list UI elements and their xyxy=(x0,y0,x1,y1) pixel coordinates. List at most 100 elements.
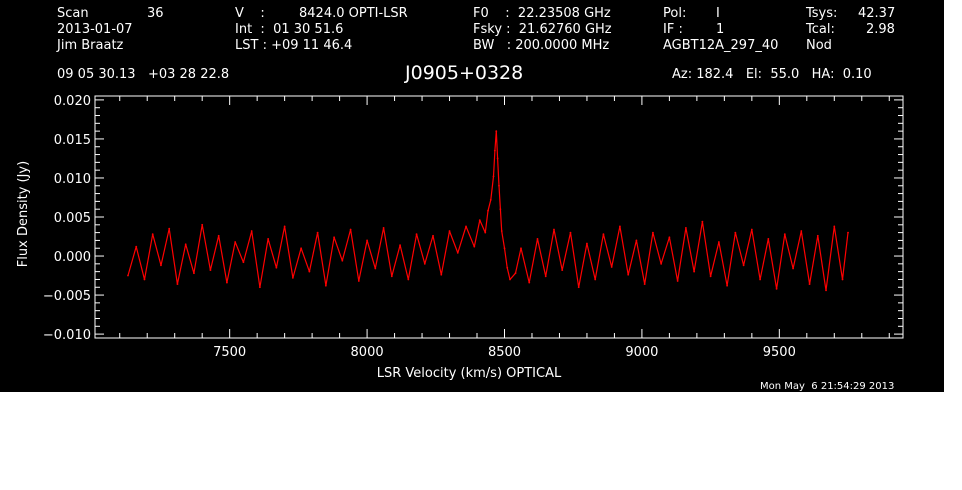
spectrum-point xyxy=(316,231,319,234)
spectrum-point xyxy=(594,278,597,281)
y-tick-label: 0.010 xyxy=(54,172,91,187)
spectrum-point xyxy=(423,262,426,265)
spectrum-point xyxy=(668,236,671,239)
spectrum-point xyxy=(456,252,459,254)
polarization-label: Pol: xyxy=(663,6,687,21)
spectrum-point xyxy=(499,208,502,211)
lst-readout: LST : +09 11 46.4 xyxy=(235,38,353,53)
spectrum-point xyxy=(792,267,794,270)
spectrum-point xyxy=(619,225,621,228)
spectrum-point xyxy=(652,231,654,234)
x-tick-label: 8500 xyxy=(488,345,521,360)
spectrum-point xyxy=(300,247,303,250)
spectrum-point xyxy=(643,283,646,286)
spectrum-point xyxy=(493,149,496,152)
spectrum-point xyxy=(734,231,737,234)
spectrum-point xyxy=(291,276,294,279)
tsys-value: 42.37 xyxy=(858,6,896,21)
spectrum-point xyxy=(184,243,187,246)
spectrum-point xyxy=(610,266,613,268)
spectrum-point xyxy=(847,231,849,234)
polarization-value: I xyxy=(716,6,720,21)
spectrum-point xyxy=(492,175,495,178)
bandwidth: BW : 200.0000 MHz xyxy=(473,38,610,53)
spectrum-point xyxy=(528,281,531,284)
spectrum-point xyxy=(258,286,261,289)
spectrum-point xyxy=(759,278,761,281)
spectrum-point xyxy=(602,233,605,236)
spectrum-point xyxy=(833,225,836,228)
spectrum-point xyxy=(478,219,481,222)
spectrum-point xyxy=(514,272,517,275)
spectrum-point xyxy=(561,269,564,271)
source-coordinates: 09 05 30.13 +03 28 22.8 xyxy=(57,67,230,82)
spectrum-point xyxy=(825,289,827,292)
y-axis-label: Flux Density (Jy) xyxy=(16,161,31,267)
y-tick-label: 0.005 xyxy=(54,211,91,226)
spectrum-point xyxy=(816,234,819,237)
spectrum-point xyxy=(250,230,253,232)
spectrum-point xyxy=(506,266,509,269)
x-tick-label: 9500 xyxy=(763,345,796,360)
spectrum-point xyxy=(693,270,696,273)
spectrum-point xyxy=(544,275,547,278)
y-tick-label: 0.020 xyxy=(54,94,91,109)
spectrum-point xyxy=(176,283,179,286)
y-tick-label: 0.015 xyxy=(54,133,91,148)
plot-frame xyxy=(94,95,904,339)
spectrum-point xyxy=(341,259,344,262)
spectrum-point xyxy=(160,264,162,267)
y-tick-label: −0.010 xyxy=(43,328,91,343)
spectrum-point xyxy=(234,241,237,243)
rest-frequency: F0 : 22.23508 GHz xyxy=(473,6,611,21)
spectrum-point xyxy=(135,245,138,248)
spectrum-point xyxy=(750,228,753,231)
x-tick-label: 7500 xyxy=(213,345,246,360)
spectrum-point xyxy=(509,278,511,281)
spectrum-point xyxy=(800,230,803,232)
project-id: AGBT12A_297_40 xyxy=(663,38,779,53)
spectrum-point xyxy=(484,231,487,234)
spectrum-point xyxy=(627,273,630,276)
x-tick-label: 9000 xyxy=(625,345,658,360)
spectrum-point xyxy=(440,273,443,276)
observer-name: Jim Braatz xyxy=(57,38,124,53)
source-name: J0905+0328 xyxy=(405,62,524,84)
spectrum-point xyxy=(742,264,745,267)
spectrum-point xyxy=(569,231,572,234)
plot-timestamp: Mon May 6 21:54:29 2013 xyxy=(760,381,895,392)
spectrum-point xyxy=(489,198,492,201)
spectrum-point xyxy=(635,239,638,242)
velocity-label: V : xyxy=(235,6,265,21)
spectrum-point xyxy=(399,244,401,247)
y-tick-label: 0.000 xyxy=(54,250,91,265)
spectrum-point xyxy=(717,241,720,243)
spectrum-point xyxy=(498,184,500,187)
spectrum-point xyxy=(473,245,476,248)
spectrum-point xyxy=(333,236,336,239)
tsys-label: Tsys: xyxy=(806,6,838,21)
spectrum-point xyxy=(324,284,327,287)
spectrum-point xyxy=(407,278,410,281)
spectrum-point xyxy=(374,267,377,270)
spectrum-point xyxy=(553,228,555,231)
spectrum-point xyxy=(684,227,687,229)
if-label: IF : xyxy=(663,22,683,37)
spectrum-point xyxy=(432,234,434,237)
spectrum-point xyxy=(767,237,770,240)
spectrum-point xyxy=(226,281,228,284)
spectrum-point xyxy=(503,247,506,250)
spectrum-point xyxy=(390,275,393,278)
spectrum-point xyxy=(487,209,489,212)
spectrum-point xyxy=(808,283,811,286)
spectrum-point xyxy=(382,227,385,229)
spectrum-point xyxy=(415,233,418,236)
spectrum-point xyxy=(308,270,311,273)
spectrum-point xyxy=(520,247,522,250)
spectrum-point xyxy=(366,239,368,242)
x-axis-label: LSR Velocity (km/s) OPTICAL xyxy=(377,366,562,381)
spectrum-point xyxy=(201,223,204,226)
spectrum-point xyxy=(586,242,588,245)
spectrum-point xyxy=(783,233,786,236)
spectrum-point xyxy=(168,227,171,230)
